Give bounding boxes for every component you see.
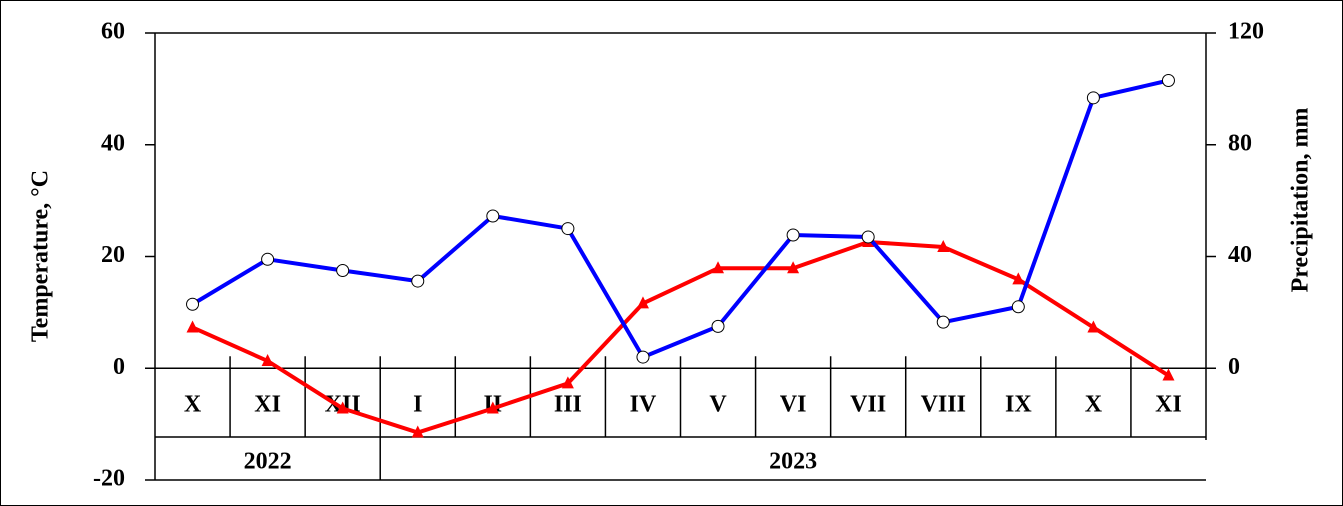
x-tick-label: VII	[850, 392, 886, 418]
point	[786, 228, 800, 242]
point	[411, 425, 424, 438]
x-tick-label: III	[554, 392, 582, 418]
point	[486, 209, 500, 223]
point	[1011, 300, 1025, 314]
y2-tick-label: 40	[1228, 242, 1252, 268]
series-line	[191, 78, 1169, 360]
point	[261, 353, 274, 366]
point	[1162, 368, 1175, 381]
point	[561, 376, 574, 389]
x-tick-label: X	[184, 392, 202, 418]
point	[1086, 91, 1100, 105]
point	[261, 252, 275, 266]
y-tick-label: 60	[101, 19, 125, 45]
x-tick-label: XI	[1155, 392, 1182, 418]
x-tick-label: VI	[780, 392, 807, 418]
x-tick-label: I	[413, 392, 422, 418]
y-tick-label: -20	[93, 466, 125, 492]
point	[486, 401, 499, 414]
y2-tick-label: 80	[1228, 130, 1252, 156]
point	[411, 274, 425, 288]
point	[937, 240, 950, 253]
point	[936, 315, 950, 329]
point	[861, 230, 875, 244]
y-tick-label: 40	[101, 130, 125, 156]
y2-axis-title: Precipitation, mm	[1288, 108, 1314, 293]
y2-tick-label: 120	[1228, 19, 1264, 45]
point	[712, 261, 725, 274]
series-line	[191, 239, 1170, 435]
point	[1012, 272, 1025, 285]
x-tick-label: VIII	[921, 392, 966, 418]
point	[1087, 320, 1100, 333]
point	[186, 297, 200, 311]
y2-tick-label: 0	[1228, 354, 1240, 380]
x-tick-label: XI	[254, 392, 281, 418]
x-group-label: 2022	[244, 449, 292, 475]
point	[787, 261, 800, 274]
point	[336, 263, 350, 277]
x-tick-label: V	[709, 392, 727, 418]
point	[636, 350, 650, 364]
x-tick-label: IX	[1005, 392, 1032, 418]
point	[336, 401, 349, 414]
x-group-label: 2023	[769, 449, 817, 475]
point	[561, 222, 575, 236]
y-tick-label: 0	[113, 354, 125, 380]
point	[186, 320, 199, 333]
y-axis-title: Temperature, °C	[28, 170, 54, 342]
point	[636, 296, 649, 309]
x-tick-label: IV	[630, 392, 657, 418]
point	[711, 319, 725, 333]
point	[1161, 73, 1175, 87]
y-tick-label: 20	[101, 242, 125, 268]
x-tick-label: X	[1085, 392, 1103, 418]
